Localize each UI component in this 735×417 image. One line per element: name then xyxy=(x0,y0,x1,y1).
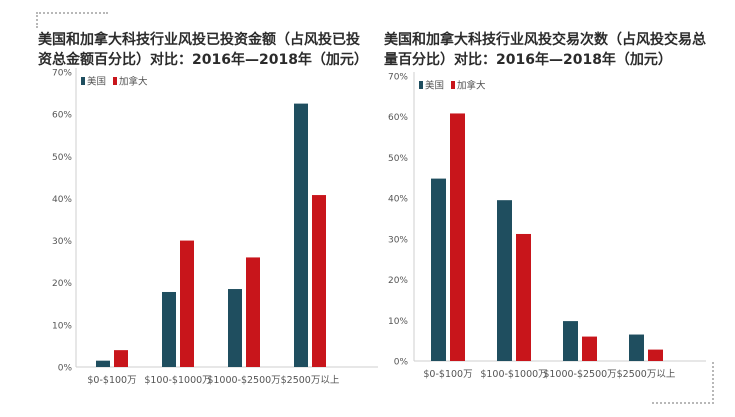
chart-panel-investment-amount: 美国和加拿大科技行业风投已投资金额（占风投已投资总金额百分比）对比：2016年—… xyxy=(38,30,388,395)
bar-canada-2500 xyxy=(312,195,326,367)
x-tick-label: $0-$100万 xyxy=(87,375,136,386)
bar-usa-1000-2500 xyxy=(228,289,242,367)
bar-usa-0-100 xyxy=(431,178,446,361)
y-tick-label: 70% xyxy=(52,69,72,79)
y-tick-label: 10% xyxy=(388,317,408,327)
y-tick-label: 30% xyxy=(52,237,72,247)
bar-canada-100-1000 xyxy=(516,233,531,361)
bar-canada-1000-2500 xyxy=(246,257,260,367)
x-tick-label: $2500万以上 xyxy=(281,375,340,386)
chart-title: 美国和加拿大科技行业风投已投资金额（占风投已投资总金额百分比）对比：2016年—… xyxy=(38,32,368,68)
legend-label-usa: 美国 xyxy=(425,80,444,92)
bar-chart-deal-count: 0% 10% 20% 30% 40% 50% 60% 70% $0-$100万 $100-$100… xyxy=(388,72,706,380)
y-tick-label: 60% xyxy=(52,111,72,121)
y-tick-label: 0% xyxy=(394,358,409,368)
y-tick-label: 70% xyxy=(388,73,408,83)
y-tick-label: 20% xyxy=(52,279,72,289)
y-tick-label: 10% xyxy=(52,321,72,331)
x-tick-label: $0-$100万 xyxy=(423,369,472,380)
x-tick-label: $100-$1000万 xyxy=(480,369,547,380)
bar-canada-1000-2500 xyxy=(582,336,597,361)
bar-usa-1000-2500 xyxy=(563,321,578,361)
corner-decoration-top-left xyxy=(36,12,108,28)
legend-swatch-canada xyxy=(451,81,455,89)
bar-chart-investment-amount: 0% 10% 20% 30% 40% 50% 60% 70% $0-$100万 $100-$100… xyxy=(52,68,378,386)
bar-usa-100-1000 xyxy=(497,200,512,361)
bar-canada-2500 xyxy=(648,349,663,361)
bar-canada-0-100 xyxy=(114,350,128,367)
legend-swatch-canada xyxy=(113,77,117,85)
bar-usa-2500 xyxy=(629,334,644,361)
bar-usa-2500 xyxy=(294,103,308,367)
chart-panel-deal-count: 美国和加拿大科技行业风投交易次数（占风投交易总量百分比）对比：2016年—201… xyxy=(384,30,714,395)
y-tick-label: 50% xyxy=(52,153,72,163)
y-tick-label: 50% xyxy=(388,154,408,164)
legend-swatch-usa xyxy=(81,77,85,85)
corner-decoration-bottom-right xyxy=(652,362,714,404)
y-tick-label: 0% xyxy=(58,364,73,374)
legend-label-canada: 加拿大 xyxy=(119,76,148,88)
legend-label-canada: 加拿大 xyxy=(457,80,486,92)
y-tick-label: 30% xyxy=(388,235,408,245)
x-tick-label: $1000-$2500万 xyxy=(207,375,280,386)
y-tick-label: 40% xyxy=(52,195,72,205)
x-tick-label: $2500万以上 xyxy=(617,369,676,380)
bar-canada-100-1000 xyxy=(180,240,194,367)
y-tick-label: 40% xyxy=(388,195,408,205)
y-tick-label: 20% xyxy=(388,276,408,286)
legend-label-usa: 美国 xyxy=(87,76,106,88)
x-tick-label: $1000-$2500万 xyxy=(543,369,616,380)
y-tick-label: 60% xyxy=(388,113,408,123)
legend-swatch-usa xyxy=(419,81,423,89)
bar-usa-0-100 xyxy=(96,360,110,367)
bar-usa-100-1000 xyxy=(162,291,176,367)
chart-title: 美国和加拿大科技行业风投交易次数（占风投交易总量百分比）对比：2016年—201… xyxy=(384,32,706,68)
bar-canada-0-100 xyxy=(450,113,465,361)
x-tick-label: $100-$1000万 xyxy=(144,375,211,386)
